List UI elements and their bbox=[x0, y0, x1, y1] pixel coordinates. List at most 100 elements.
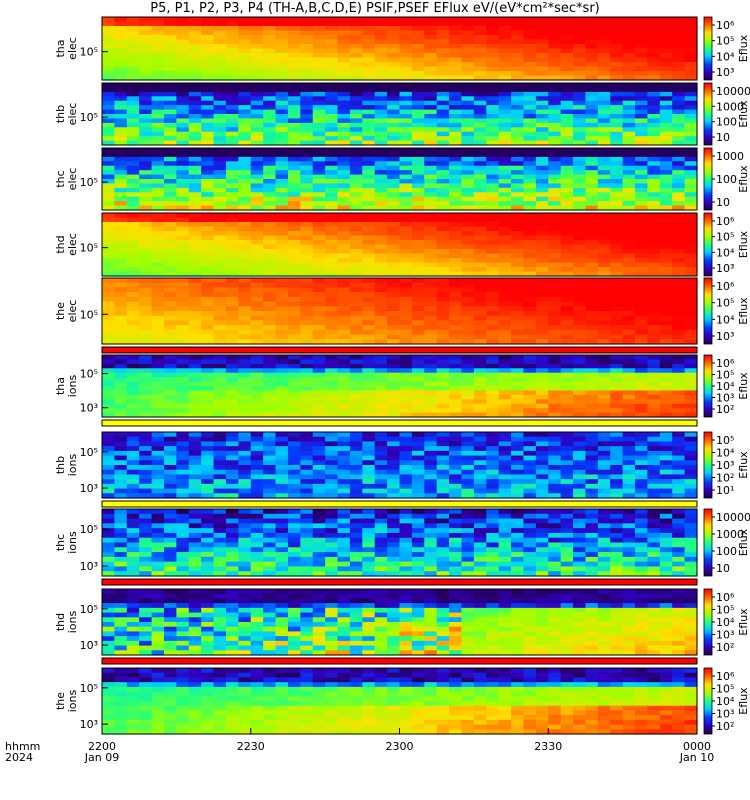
heatmap-cell bbox=[349, 296, 363, 303]
heatmap-cell bbox=[176, 460, 190, 466]
heatmap-cell bbox=[486, 109, 500, 115]
heatmap-cell bbox=[535, 311, 549, 317]
heatmap-cell bbox=[263, 262, 277, 268]
heatmap-cell bbox=[176, 359, 190, 365]
heatmap-cell bbox=[201, 213, 215, 219]
heatmap-cell bbox=[213, 556, 227, 563]
heatmap-cell bbox=[523, 174, 537, 180]
heatmap-cell bbox=[225, 131, 239, 137]
heatmap-cell bbox=[238, 532, 252, 539]
colorbar-tick-label: 10³ bbox=[716, 66, 734, 79]
heatmap-cell bbox=[126, 532, 140, 539]
heatmap-cell bbox=[337, 152, 351, 158]
heatmap-cell bbox=[511, 17, 525, 23]
heatmap-cell bbox=[362, 493, 376, 499]
heatmap-cell bbox=[312, 258, 326, 264]
heatmap-cell bbox=[585, 240, 599, 246]
colorbar-tick-label: 10⁵ bbox=[716, 434, 734, 447]
heatmap-cell bbox=[225, 192, 239, 198]
heatmap-cell bbox=[511, 170, 525, 176]
heatmap-cell bbox=[573, 311, 587, 317]
heatmap-cell bbox=[102, 301, 115, 307]
heatmap-cell bbox=[126, 122, 140, 128]
heatmap-cell bbox=[560, 381, 574, 387]
heatmap-cell bbox=[647, 262, 661, 268]
heatmap-cell bbox=[548, 183, 562, 189]
heatmap-cell bbox=[275, 91, 289, 97]
heatmap-cell bbox=[684, 355, 698, 361]
heatmap-cell bbox=[573, 192, 587, 198]
heatmap-cell bbox=[312, 165, 326, 171]
heatmap-cell bbox=[672, 399, 686, 405]
heatmap-cell bbox=[188, 542, 202, 548]
heatmap-cell bbox=[225, 235, 239, 241]
heatmap-cell bbox=[399, 320, 413, 326]
heatmap-cell bbox=[201, 165, 215, 171]
heatmap-cell bbox=[250, 83, 264, 89]
heatmap-cell bbox=[573, 131, 587, 137]
heatmap-cell bbox=[610, 244, 624, 250]
heatmap-cell bbox=[102, 561, 115, 568]
heatmap-cell bbox=[635, 412, 649, 418]
heatmap-cell bbox=[188, 226, 202, 232]
heatmap-cell bbox=[176, 363, 190, 369]
heatmap-cell bbox=[151, 21, 165, 27]
heatmap-cell bbox=[374, 127, 388, 133]
heatmap-cell bbox=[486, 306, 500, 312]
heatmap-cell bbox=[300, 325, 314, 331]
heatmap-cell bbox=[250, 363, 264, 369]
heatmap-cell bbox=[523, 87, 537, 93]
heatmap-cell bbox=[238, 282, 252, 289]
heatmap-cell bbox=[498, 355, 512, 361]
heatmap-cell bbox=[573, 394, 587, 400]
heatmap-cell bbox=[225, 187, 239, 193]
heatmap-cell bbox=[449, 174, 463, 180]
heatmap-cell bbox=[622, 205, 636, 211]
heatmap-cell bbox=[275, 21, 289, 27]
heatmap-cell bbox=[250, 432, 264, 438]
heatmap-cell bbox=[201, 262, 215, 268]
heatmap-cell bbox=[139, 556, 153, 563]
heatmap-cell bbox=[163, 240, 177, 246]
heatmap-cell bbox=[213, 249, 227, 255]
heatmap-cell bbox=[672, 377, 686, 383]
heatmap-cell bbox=[238, 165, 252, 171]
heatmap-cell bbox=[374, 205, 388, 211]
heatmap-cell bbox=[126, 26, 140, 32]
heatmap-cell bbox=[399, 355, 413, 361]
heatmap-cell bbox=[176, 196, 190, 202]
heatmap-cell bbox=[635, 39, 649, 45]
heatmap-cell bbox=[635, 71, 649, 77]
heatmap-cell bbox=[188, 152, 202, 158]
heatmap-cell bbox=[151, 339, 165, 345]
heatmap-cell bbox=[573, 325, 587, 331]
heatmap-cell bbox=[610, 315, 624, 322]
heatmap-cell bbox=[436, 339, 450, 345]
heatmap-cell bbox=[573, 179, 587, 185]
heatmap-cell bbox=[672, 311, 686, 317]
heatmap-cell bbox=[635, 83, 649, 89]
heatmap-cell bbox=[573, 271, 587, 277]
heatmap-cell bbox=[548, 441, 562, 447]
heatmap-cell bbox=[635, 390, 649, 396]
heatmap-cell bbox=[287, 217, 301, 223]
heatmap-cell bbox=[300, 156, 314, 162]
heatmap-cell bbox=[635, 339, 649, 345]
heatmap-cell bbox=[312, 446, 326, 452]
heatmap-cell bbox=[411, 408, 425, 414]
heatmap-cell bbox=[585, 48, 599, 54]
heatmap-cell bbox=[387, 174, 401, 180]
heatmap-cell bbox=[684, 368, 698, 374]
heatmap-cell bbox=[126, 355, 140, 361]
heatmap-cell bbox=[585, 21, 599, 27]
panel-frame bbox=[101, 277, 698, 345]
heatmap-cell bbox=[610, 240, 624, 246]
heatmap-cell bbox=[337, 325, 351, 331]
heatmap-cell bbox=[411, 363, 425, 369]
heatmap-cell bbox=[362, 253, 376, 259]
heatmap-cell bbox=[263, 48, 277, 54]
heatmap-cell bbox=[176, 394, 190, 400]
heatmap-cell bbox=[399, 222, 413, 228]
colorbar bbox=[703, 277, 713, 345]
heatmap-cell bbox=[610, 109, 624, 115]
